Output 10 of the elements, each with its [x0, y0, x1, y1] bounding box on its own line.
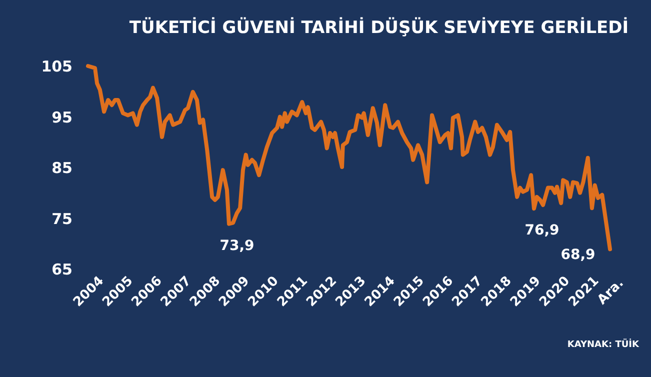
annotation: 73,9	[220, 238, 254, 254]
chart-title: TÜKETİCİ GÜVENİ TARİHİ DÜŞÜK SEVİYEYE GERİLEDİ	[129, 17, 629, 38]
y-tick-label: 65	[52, 260, 72, 278]
annotation: 68,9	[560, 247, 596, 264]
annotation: 76,9	[524, 222, 560, 239]
y-tick-label: 95	[52, 108, 72, 126]
y-tick-label: 85	[52, 159, 72, 177]
y-tick-label: 105	[41, 58, 72, 76]
y-tick-label: 75	[52, 210, 72, 228]
text: KAYNAK: TÜİK	[567, 340, 639, 350]
